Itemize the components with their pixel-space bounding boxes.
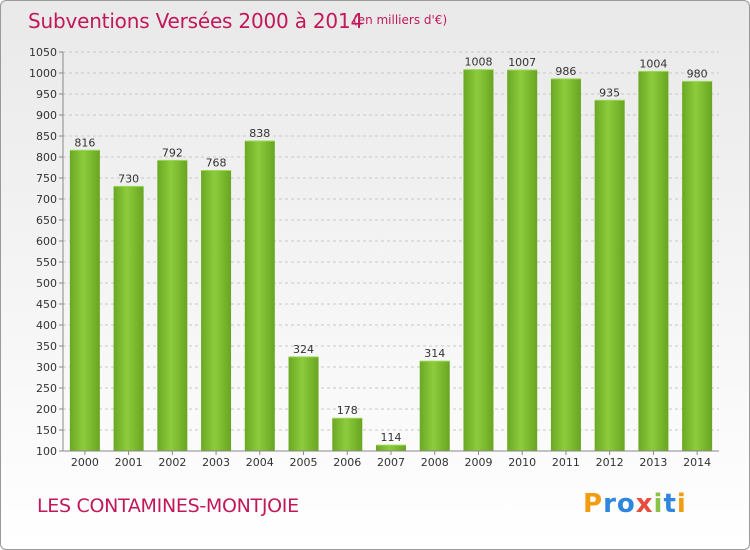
data-label: 816 bbox=[74, 136, 95, 149]
data-label: 838 bbox=[249, 127, 270, 140]
bar bbox=[113, 186, 144, 451]
bar bbox=[507, 70, 538, 451]
bar bbox=[157, 160, 188, 452]
data-label: 792 bbox=[162, 146, 183, 159]
bar bbox=[594, 100, 625, 452]
bar bbox=[376, 445, 406, 451]
logo-letter: t bbox=[663, 489, 677, 519]
data-label: 324 bbox=[293, 343, 314, 356]
bar bbox=[69, 150, 100, 451]
bar bbox=[463, 69, 494, 451]
data-label: 114 bbox=[381, 431, 402, 444]
y-tick-label: 100 bbox=[36, 445, 57, 458]
bar bbox=[332, 418, 363, 451]
axes bbox=[62, 52, 719, 455]
bars bbox=[69, 69, 713, 452]
x-tick-label: 2001 bbox=[115, 456, 143, 469]
y-tick-label: 800 bbox=[36, 151, 57, 164]
x-tick-label: 2007 bbox=[377, 456, 405, 469]
y-tick-label: 150 bbox=[36, 424, 57, 437]
data-label: 730 bbox=[118, 172, 139, 185]
data-label: 314 bbox=[424, 347, 445, 360]
data-label: 980 bbox=[687, 67, 708, 80]
data-labels: 816 730 792 768 838 324 178 114 314 1008 1007 986 93… bbox=[74, 56, 707, 444]
y-tick-label: 650 bbox=[36, 214, 57, 227]
x-tick-label: 2011 bbox=[552, 456, 580, 469]
x-tick-label: 2014 bbox=[683, 456, 711, 469]
bar bbox=[244, 141, 275, 452]
logo-letter: i bbox=[676, 489, 687, 519]
y-tick-label: 1000 bbox=[29, 67, 57, 80]
chart-unit: (en milliers d'€) bbox=[353, 13, 448, 27]
y-tick-label: 750 bbox=[36, 172, 57, 185]
proxiti-logo: Proxiti bbox=[583, 489, 687, 519]
bar bbox=[638, 71, 669, 451]
bar bbox=[419, 361, 450, 451]
logo-letter: r bbox=[603, 489, 617, 519]
data-label: 768 bbox=[206, 156, 227, 169]
x-tick-label: 2003 bbox=[202, 456, 230, 469]
y-tick-label: 550 bbox=[36, 256, 57, 269]
logo-letter: i bbox=[653, 489, 664, 519]
y-tick-label: 500 bbox=[36, 277, 57, 290]
x-tick-label: 2008 bbox=[421, 456, 449, 469]
data-label: 1004 bbox=[639, 57, 667, 70]
bar bbox=[550, 78, 581, 451]
x-tick-label: 2012 bbox=[596, 456, 624, 469]
commune-name: LES CONTAMINES-MONTJOIE bbox=[37, 495, 299, 517]
chart-title: Subventions Versées 2000 à 2014 bbox=[28, 9, 364, 33]
logo-letter: P bbox=[583, 489, 604, 519]
tick-labels: 100 150 200 250 300 350 400 450 500 550 600 650 700 7… bbox=[29, 46, 711, 469]
y-tick-label: 850 bbox=[36, 130, 57, 143]
logo-letter: x bbox=[635, 489, 654, 519]
y-tick-label: 200 bbox=[36, 403, 57, 416]
data-label: 935 bbox=[599, 86, 620, 99]
y-tick-label: 700 bbox=[36, 193, 57, 206]
y-tick-label: 300 bbox=[36, 361, 57, 374]
y-tick-label: 450 bbox=[36, 298, 57, 311]
y-tick-label: 900 bbox=[36, 109, 57, 122]
data-label: 178 bbox=[337, 404, 358, 417]
data-label: 1007 bbox=[508, 56, 536, 69]
x-tick-label: 2009 bbox=[464, 456, 492, 469]
x-tick-label: 2006 bbox=[333, 456, 361, 469]
y-tick-label: 600 bbox=[36, 235, 57, 248]
data-label: 1008 bbox=[464, 56, 492, 69]
x-tick-label: 2002 bbox=[158, 456, 186, 469]
x-tick-label: 2005 bbox=[290, 456, 318, 469]
x-tick-label: 2013 bbox=[639, 456, 667, 469]
x-tick-label: 2000 bbox=[71, 456, 99, 469]
x-tick-label: 2010 bbox=[508, 456, 536, 469]
logo-letter: o bbox=[616, 489, 636, 519]
data-label: 986 bbox=[555, 65, 576, 78]
bar bbox=[682, 81, 713, 452]
y-tick-label: 950 bbox=[36, 88, 57, 101]
y-tick-label: 350 bbox=[36, 340, 57, 353]
bar bbox=[288, 356, 319, 451]
y-tick-label: 400 bbox=[36, 319, 57, 332]
y-tick-label: 250 bbox=[36, 382, 57, 395]
x-tick-label: 2004 bbox=[246, 456, 274, 469]
y-tick-label: 1050 bbox=[29, 46, 57, 59]
bar bbox=[201, 170, 232, 451]
